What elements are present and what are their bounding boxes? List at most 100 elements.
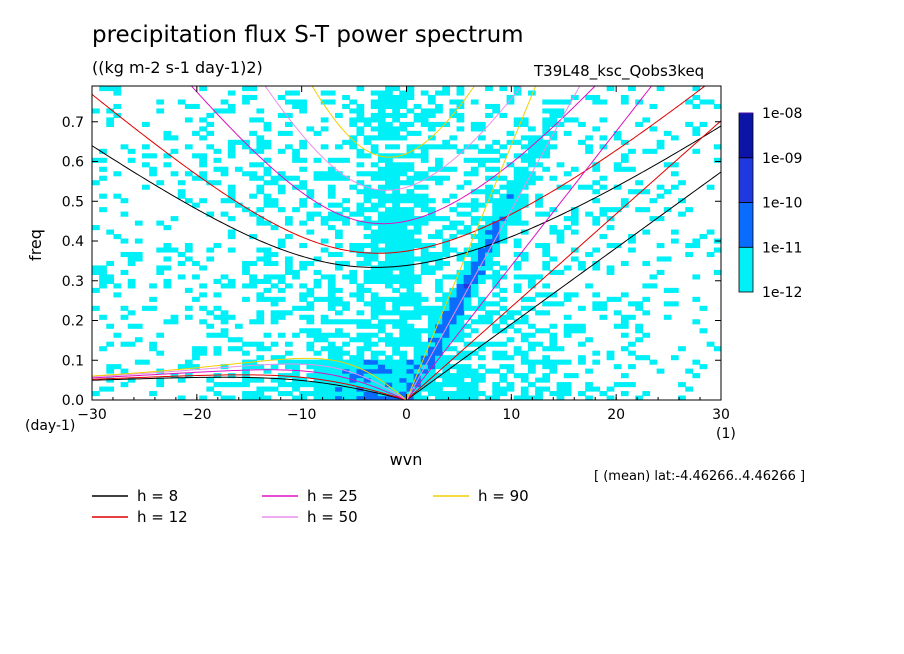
spectrum-cell xyxy=(420,148,429,154)
spectrum-cell xyxy=(542,243,551,249)
spectrum-cell xyxy=(377,296,386,302)
spectrum-cell xyxy=(220,328,229,334)
spectrum-cell xyxy=(277,355,286,361)
spectrum-cell xyxy=(256,346,265,352)
spectrum-cell xyxy=(299,243,308,249)
spectrum-cell xyxy=(149,153,157,159)
spectrum-cell xyxy=(570,373,579,379)
latitude-range-note: [ (mean) lat:-4.46266..4.46266 ] xyxy=(594,469,806,484)
spectrum-cell xyxy=(263,296,272,302)
spectrum-cell xyxy=(127,148,136,154)
spectrum-cell xyxy=(442,225,450,231)
spectrum-cell xyxy=(399,269,408,275)
spectrum-cell xyxy=(635,180,643,186)
spectrum-cell xyxy=(292,148,300,154)
spectrum-cell xyxy=(356,247,365,253)
spectrum-cell xyxy=(342,332,350,338)
spectrum-cell xyxy=(456,323,465,329)
chart-units: ((kg m-2 s-1 day-1)2) xyxy=(92,58,263,77)
spectrum-cell xyxy=(399,251,408,258)
spectrum-cell xyxy=(613,296,622,302)
spectrum-cell xyxy=(592,260,601,267)
spectrum-cell xyxy=(556,108,565,114)
spectrum-cell xyxy=(406,162,415,168)
spectrum-cell xyxy=(685,243,694,249)
spectrum-cell xyxy=(406,216,415,222)
spectrum-cell xyxy=(485,265,493,271)
spectrum-cell xyxy=(184,117,193,123)
spectrum-cell xyxy=(142,162,150,168)
spectrum-cell xyxy=(284,175,293,181)
spectrum-cell xyxy=(242,350,250,356)
colorbar-label: 1e-09 xyxy=(762,151,802,167)
spectrum-cell xyxy=(349,319,358,325)
spectrum-cell xyxy=(499,207,508,213)
spectrum-cell xyxy=(542,121,551,127)
spectrum-cell xyxy=(692,94,701,101)
spectrum-cell xyxy=(320,368,329,374)
spectrum-cell xyxy=(499,144,508,150)
spectrum-cell xyxy=(513,251,522,258)
spectrum-cell xyxy=(149,346,157,352)
spectrum-cell xyxy=(306,305,315,311)
spectrum-cell xyxy=(156,99,165,105)
spectrum-cell xyxy=(392,108,400,114)
spectrum-cell xyxy=(578,121,586,127)
spectrum-cell xyxy=(163,265,172,271)
spectrum-cell xyxy=(277,148,286,154)
spectrum-cell xyxy=(485,395,493,400)
spectrum-cell xyxy=(513,90,522,96)
spectrum-cell xyxy=(442,319,450,325)
spectrum-cell xyxy=(356,130,365,136)
spectrum-cell xyxy=(277,377,286,383)
spectrum-cell xyxy=(320,314,329,320)
spectrum-cell xyxy=(420,296,429,302)
spectrum-cell xyxy=(442,166,450,172)
spectrum-cell xyxy=(220,382,229,388)
spectrum-cell xyxy=(342,198,350,204)
spectrum-cell xyxy=(292,382,300,388)
spectrum-cell xyxy=(192,364,200,370)
spectrum-cell xyxy=(363,319,372,325)
y-tick-label: 0.3 xyxy=(62,274,84,290)
spectrum-cell xyxy=(392,94,400,101)
spectrum-cell xyxy=(377,216,386,222)
spectrum-cell xyxy=(313,395,322,400)
spectrum-cell xyxy=(628,350,636,356)
spectrum-cell xyxy=(349,337,358,343)
spectrum-cell xyxy=(413,278,422,284)
spectrum-cell xyxy=(385,395,393,400)
spectrum-cell xyxy=(385,359,393,365)
spectrum-cell xyxy=(249,364,257,370)
colorbar-label: 1e-12 xyxy=(762,285,802,301)
y-tick-label: 0.0 xyxy=(62,393,84,409)
spectrum-cell xyxy=(192,274,200,280)
spectrum-cell xyxy=(499,328,508,334)
spectrum-cell xyxy=(406,256,415,262)
spectrum-cell xyxy=(199,157,207,163)
spectrum-cell xyxy=(492,391,501,397)
spectrum-cell xyxy=(599,144,608,150)
spectrum-cell xyxy=(570,229,579,235)
spectrum-cell xyxy=(492,386,501,392)
spectrum-cell xyxy=(642,148,651,154)
spectrum-cell xyxy=(342,382,350,388)
spectrum-cell xyxy=(427,269,436,275)
spectrum-cell xyxy=(413,225,422,231)
spectrum-cell xyxy=(449,346,458,352)
spectrum-cell xyxy=(642,117,651,123)
spectrum-cell xyxy=(227,139,236,145)
spectrum-cell xyxy=(392,184,400,190)
spectrum-cell xyxy=(427,319,436,325)
spectrum-cell xyxy=(249,341,257,347)
spectrum-cell xyxy=(413,256,422,262)
spectrum-cell xyxy=(520,166,529,172)
spectrum-cell xyxy=(392,112,400,118)
spectrum-cell xyxy=(234,323,243,329)
spectrum-cell xyxy=(442,238,450,244)
spectrum-cell xyxy=(327,350,336,356)
spectrum-cell xyxy=(406,364,415,370)
spectrum-cell xyxy=(463,314,472,320)
spectrum-cell xyxy=(299,314,308,320)
spectrum-cell xyxy=(356,117,365,123)
